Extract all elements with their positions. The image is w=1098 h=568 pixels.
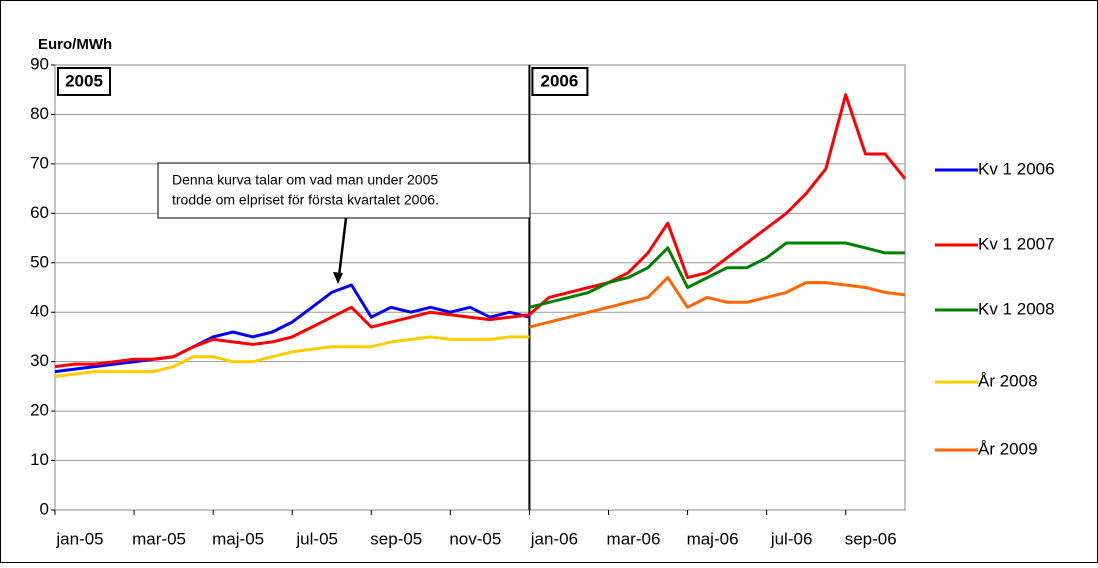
y-tick-label: 30 bbox=[30, 351, 49, 370]
x-tick-label: maj-06 bbox=[687, 529, 739, 548]
legend-label: Kv 1 2008 bbox=[978, 299, 1055, 318]
x-tick-label: sep-05 bbox=[370, 529, 422, 548]
x-tick-label: jul-05 bbox=[295, 529, 338, 548]
legend-label: År 2009 bbox=[978, 439, 1038, 458]
note-arrowhead bbox=[333, 272, 343, 284]
year-box bbox=[531, 67, 589, 96]
y-tick-label: 10 bbox=[30, 450, 49, 469]
x-tick-label: jul-06 bbox=[770, 529, 813, 548]
legend-label: Kv 1 2006 bbox=[978, 159, 1055, 178]
note-text: Denna kurva talar om vad man under 2005 bbox=[172, 172, 438, 188]
x-tick-label: nov-05 bbox=[449, 529, 501, 548]
note-text: trodde om elpriset för första kvartalet … bbox=[172, 192, 439, 208]
legend-label: År 2008 bbox=[978, 371, 1038, 390]
plot-area bbox=[54, 64, 906, 511]
series-line bbox=[54, 283, 530, 374]
y-tick-label: 60 bbox=[30, 203, 49, 222]
year-label: 2006 bbox=[541, 71, 579, 90]
y-tick-label: 20 bbox=[30, 401, 49, 420]
x-tick-label: mar-06 bbox=[607, 529, 661, 548]
series-line bbox=[529, 241, 905, 309]
series-line bbox=[54, 335, 530, 378]
note-box bbox=[157, 162, 531, 219]
y-tick-label: 80 bbox=[30, 104, 49, 123]
x-tick-label: maj-05 bbox=[212, 529, 264, 548]
y-tick-label: 0 bbox=[40, 499, 49, 518]
series-line bbox=[54, 93, 907, 369]
y-tick-label: 90 bbox=[30, 54, 49, 73]
year-label: 2005 bbox=[65, 71, 103, 90]
x-tick-label: jan-05 bbox=[55, 529, 103, 548]
y-tick-label: 50 bbox=[30, 252, 49, 271]
x-tick-label: mar-05 bbox=[132, 529, 186, 548]
x-tick-label: sep-06 bbox=[845, 529, 897, 548]
y-tick-label: 40 bbox=[30, 302, 49, 321]
legend-label: Kv 1 2007 bbox=[978, 234, 1055, 253]
series-line bbox=[529, 276, 906, 329]
y-tick-label: 70 bbox=[30, 153, 49, 172]
y-axis-label: Euro/MWh bbox=[38, 36, 112, 53]
x-tick-label: jan-06 bbox=[530, 529, 578, 548]
year-box bbox=[57, 67, 111, 96]
note-arrow bbox=[337, 217, 348, 277]
